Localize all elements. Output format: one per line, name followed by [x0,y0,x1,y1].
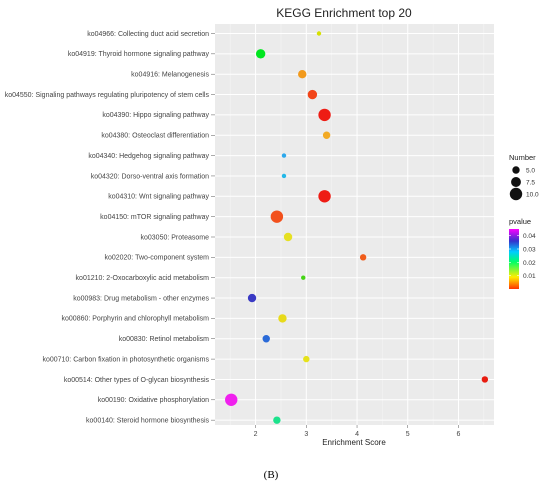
size-legend-title: Number [509,153,536,162]
chart-title: KEGG Enrichment top 20 [276,6,412,20]
data-point [359,254,367,261]
pvalue-legend: pvalue 0.04 0.03 0.02 0.01 [509,217,536,289]
data-point [281,173,287,179]
pathway-label: ko00860: Porphyrin and chlorophyll metab… [62,316,210,323]
data-point [301,275,306,280]
pathway-label: ko04310: Wnt signaling pathway [108,194,209,201]
pvalue-legend-title: pvalue [509,217,531,226]
pathway-label: ko04966: Collecting duct acid secretion [87,31,209,38]
pathway-label: ko04150: mTOR signaling pathway [100,214,209,221]
x-axis-ticks: 2 3 4 5 6 [254,425,461,438]
colorbar-label: 0.02 [523,260,536,267]
pathway-label: ko04390: Hippo signaling pathway [102,112,209,119]
plot-grid [215,24,494,425]
data-point [247,293,257,303]
x-tick-label: 6 [457,431,461,438]
data-point [225,393,238,406]
data-point [318,190,331,203]
pathway-label: ko04380: Osteoclast differentiation [101,133,209,140]
pvalue-colorbar [509,229,519,289]
pathway-label: ko01210: 2-Oxocarboxylic acid metabolism [76,275,210,282]
pathway-label: ko04916: Melanogenesis [131,72,209,79]
size-legend-label: 5.0 [526,168,535,175]
pathway-label: ko00710: Carbon fixation in photosynthet… [42,356,209,363]
x-tick-label: 2 [254,431,258,438]
size-legend-key [509,187,523,201]
x-tick-label: 4 [355,431,359,438]
data-point [322,131,331,139]
pathway-label: ko02020: Two-component system [104,255,209,262]
pathway-label: ko00514: Other types of O-glycan biosynt… [64,377,210,384]
size-legend-key [511,177,521,187]
pathway-label: ko00140: Steroid hormone biosynthesis [86,417,209,424]
colorbar-label: 0.03 [523,247,536,254]
pathway-label: ko00190: Oxidative phosphorylation [98,397,209,404]
size-legend: Number 5.0 7.5 10.0 [509,153,539,201]
colorbar-label: 0.01 [523,273,536,280]
pathway-label: ko04919: Thyroid hormone signaling pathw… [68,51,210,58]
pathway-label: ko04550: Signaling pathways regulating p… [5,92,210,99]
x-tick-label: 5 [406,431,410,438]
data-point [273,416,281,424]
data-point [298,70,307,79]
data-point [481,376,489,383]
data-point [281,153,287,158]
pathway-label: ko00830: Retinol metabolism [119,336,209,343]
data-points [225,31,489,424]
data-point [283,232,293,242]
data-point [307,89,318,100]
data-point [303,355,310,363]
colorbar-label: 0.04 [523,233,536,240]
pathway-label: ko00983: Drug metabolism - other enzymes [73,295,209,302]
size-legend-label: 10.0 [526,192,539,199]
figure-caption: (B) [264,469,279,481]
data-point [316,31,322,36]
plot-panel [215,24,494,425]
pathway-labels: ko04966: Collecting duct acid secretion k… [5,31,215,424]
data-point [278,314,287,323]
pathway-label: ko03050: Proteasome [141,234,210,241]
size-legend-key [512,166,520,174]
pathway-label: ko04340: Hedgehog signaling pathway [88,153,209,160]
x-axis-label: Enrichment Score [322,438,386,447]
x-tick-label: 3 [304,431,308,438]
data-point [318,108,331,122]
data-point [262,335,270,343]
data-point [270,210,284,223]
data-point [255,49,266,59]
pathway-label: ko04320: Dorso-ventral axis formation [91,173,209,180]
size-legend-label: 7.5 [526,180,535,187]
